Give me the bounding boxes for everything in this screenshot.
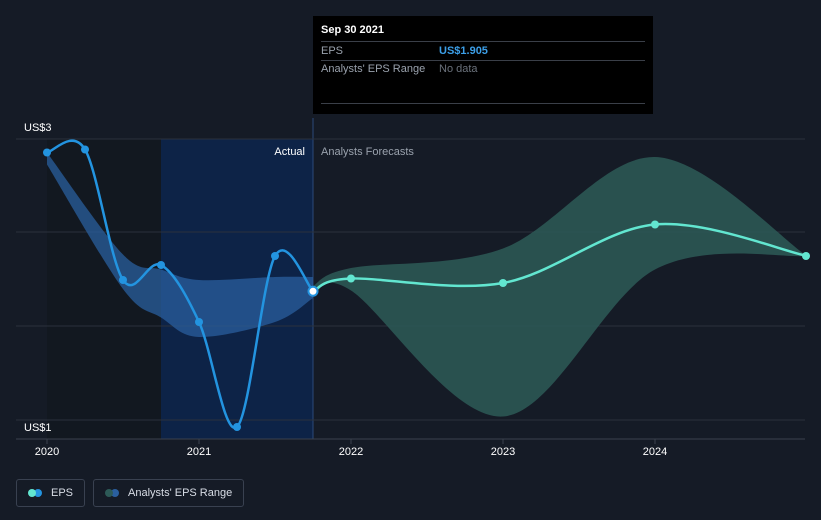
eps-point[interactable]: [157, 261, 165, 269]
x-tick-label: 2023: [491, 446, 515, 458]
range-swatch-icon: [105, 489, 121, 497]
legend-eps-label: EPS: [51, 487, 74, 499]
tooltip-eps-row: EPS US$1.905: [321, 41, 645, 60]
legend: EPS Analysts' EPS Range: [16, 479, 245, 507]
x-tick-label: 2020: [35, 446, 59, 458]
eps-point[interactable]: [195, 318, 203, 326]
eps-point[interactable]: [307, 285, 319, 297]
tooltip-eps-value: US$1.905: [439, 45, 488, 57]
y-tick-top: US$3: [24, 122, 52, 134]
actual-label: Actual: [274, 146, 305, 158]
x-tick-label: 2024: [643, 446, 667, 458]
tooltip-range-row: Analysts' EPS Range No data: [321, 60, 645, 104]
eps-range-band-forecast: [313, 156, 807, 417]
eps-point[interactable]: [43, 148, 51, 157]
eps-range-band-actual: [47, 152, 313, 338]
eps-points: [43, 145, 319, 431]
legend-eps-button[interactable]: EPS: [16, 479, 86, 507]
eps-point[interactable]: [81, 145, 89, 154]
eps-swatch-icon: [28, 489, 44, 497]
forecast-points: [347, 220, 810, 287]
tooltip-date: Sep 30 2021: [321, 24, 384, 36]
forecast-label: Analysts Forecasts: [321, 146, 414, 158]
tooltip-range-label: Analysts' EPS Range: [321, 63, 426, 75]
legend-range-label: Analysts' EPS Range: [128, 487, 233, 499]
forecast-point[interactable]: [499, 279, 507, 287]
x-tick-label: 2022: [339, 446, 363, 458]
eps-point[interactable]: [271, 252, 279, 260]
eps-line: [46, 139, 314, 430]
forecast-point[interactable]: [802, 252, 810, 260]
eps-point[interactable]: [119, 276, 127, 284]
legend-range-button[interactable]: Analysts' EPS Range: [93, 479, 245, 507]
tooltip-eps-label: EPS: [321, 45, 344, 57]
tooltip: Sep 30 2021 EPS US$1.905 Analysts' EPS R…: [313, 16, 653, 114]
tooltip-range-value: No data: [439, 63, 478, 75]
forecast-point[interactable]: [651, 220, 659, 229]
forecast-point[interactable]: [347, 274, 355, 283]
x-axis-ticks: 2020 2021 2022 2023 2024: [35, 439, 667, 458]
eps-point[interactable]: [233, 423, 241, 431]
x-tick-label: 2021: [187, 446, 211, 458]
y-tick-bottom: US$1: [24, 422, 52, 434]
